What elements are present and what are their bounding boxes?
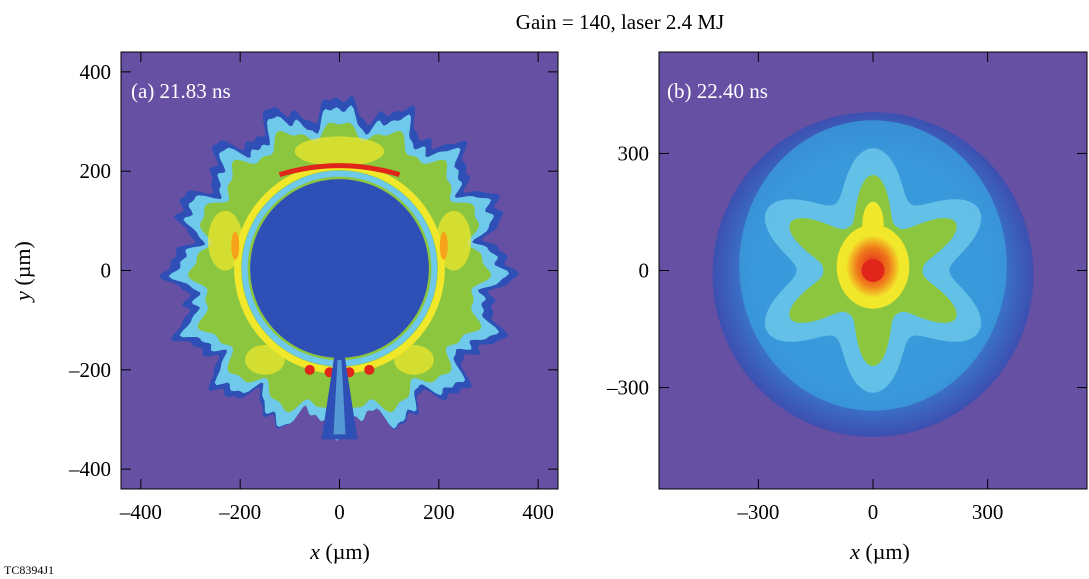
figure-id: TC8394J1 (4, 563, 54, 577)
shell-hot-spot (245, 344, 285, 375)
y-tick-label: –200 (68, 358, 111, 382)
y-tick-label: –300 (606, 376, 649, 400)
shell-hot-arc (278, 163, 401, 178)
y-tick-label: –400 (68, 457, 111, 481)
panel-b-label: (b) 22.40 ns (667, 79, 768, 103)
y-tick-label: 400 (80, 60, 112, 84)
shell-orange-spot (439, 231, 448, 260)
panel-a-y-axis-label: y (µm) (10, 241, 35, 303)
bottom-jet-core (333, 359, 346, 435)
panel-b: –300 0 300 –300 0 300 (b) 22.40 ns x (µm) (606, 51, 1088, 564)
panel-a-y-axis-var: y (10, 291, 35, 303)
y-tick-label: 300 (618, 141, 650, 165)
y-tick-label: 0 (101, 259, 112, 283)
panel-b-x-axis-unit: (µm) (860, 539, 910, 564)
y-tick-label: 200 (80, 159, 112, 183)
x-tick-label: –400 (119, 500, 162, 524)
x-tick-label: –200 (218, 500, 261, 524)
panel-b-x-ticks: –300 0 300 (736, 52, 1003, 524)
panel-a-x-axis-label: x (µm) (309, 539, 370, 564)
shell-hot-spot (294, 136, 385, 167)
central-cavity (250, 179, 429, 358)
panel-a-y-ticks: –400 –200 0 200 400 (68, 60, 558, 481)
shell-red-spot (364, 364, 375, 375)
x-tick-label: 200 (423, 500, 455, 524)
panel-b-y-ticks: –300 0 300 (606, 141, 1087, 400)
x-tick-label: 300 (972, 500, 1004, 524)
panel-b-x-axis-var: x (849, 539, 860, 564)
panel-a-x-axis-var: x (309, 539, 320, 564)
x-tick-label: 0 (334, 500, 345, 524)
panel-a-x-ticks: –400 –200 0 200 400 (119, 52, 554, 524)
y-tick-label: 0 (639, 259, 650, 283)
x-tick-label: 400 (522, 500, 554, 524)
panel-a-heatmap (158, 95, 520, 441)
panel-a-x-axis-unit: (µm) (320, 539, 370, 564)
panel-a: –400 –200 0 200 400 –400 –200 0 200 400 (a) 21.8… (10, 51, 559, 564)
x-tick-label: –300 (736, 500, 779, 524)
shell-hot-spot (394, 344, 434, 375)
x-tick-label: 0 (868, 500, 879, 524)
panel-a-label: (a) 21.83 ns (131, 79, 231, 103)
panel-b-x-axis-label: x (µm) (849, 539, 910, 564)
panel-b-heatmap (712, 112, 1034, 437)
hot-core-center (861, 259, 885, 282)
panel-a-y-axis-unit: (µm) (10, 241, 35, 291)
shell-orange-spot (231, 231, 240, 260)
figure-title: Gain = 140, laser 2.4 MJ (516, 10, 724, 34)
shell-red-spot (304, 364, 315, 375)
